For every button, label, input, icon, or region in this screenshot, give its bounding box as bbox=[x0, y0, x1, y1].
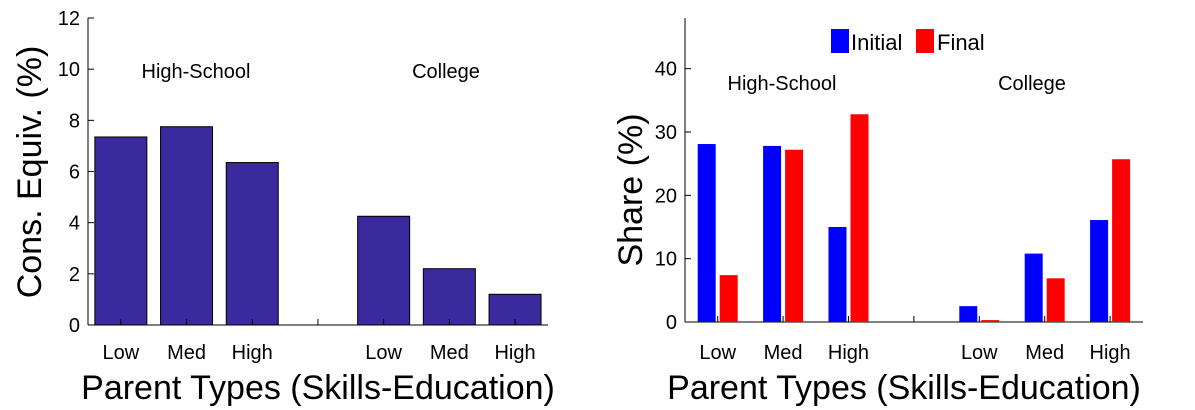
x-tick-label: High bbox=[232, 342, 273, 364]
bar-initial bbox=[697, 144, 716, 322]
y-tick-label: 40 bbox=[655, 59, 677, 81]
bar-initial bbox=[1024, 253, 1043, 322]
bars bbox=[94, 126, 542, 326]
x-tick-label: Med bbox=[764, 342, 803, 364]
x-tick-label: High bbox=[494, 342, 535, 364]
legend-swatch-final bbox=[916, 29, 934, 53]
chart-share: 0 10 20 30 40 Low Med High Low Med High High-Scho… bbox=[612, 18, 1143, 407]
group-label-high-school: High-School bbox=[728, 73, 837, 95]
bar-final bbox=[981, 320, 1000, 322]
y-tick-label: 30 bbox=[655, 122, 677, 144]
bar-initial bbox=[1090, 220, 1109, 322]
bar bbox=[225, 162, 279, 326]
x-tick-label: Low bbox=[699, 342, 736, 364]
x-axis-label: Parent Types (Skills-Education) bbox=[81, 369, 555, 407]
bar-final bbox=[785, 149, 804, 322]
bar-final bbox=[1046, 278, 1065, 322]
y-tick-label: 0 bbox=[69, 315, 80, 337]
x-tick-label: High bbox=[828, 342, 869, 364]
bar-initial bbox=[763, 145, 782, 322]
y-axis-label: Cons. Equiv. (%) bbox=[11, 46, 49, 299]
y-tick-label: 20 bbox=[655, 185, 677, 207]
bar-final bbox=[719, 275, 738, 322]
group-label-college: College bbox=[412, 61, 480, 83]
bar bbox=[94, 136, 148, 326]
x-ticks: Low Med High Low Med High bbox=[102, 319, 536, 364]
x-tick-label: High bbox=[1090, 342, 1131, 364]
bar-initial bbox=[959, 306, 978, 322]
legend-label-initial: Initial bbox=[851, 30, 902, 55]
bar bbox=[357, 215, 411, 326]
legend: Initial Final bbox=[831, 29, 985, 55]
y-tick-label: 8 bbox=[69, 110, 80, 132]
bar-initial bbox=[828, 227, 847, 322]
x-tick-label: Med bbox=[1025, 342, 1064, 364]
bar bbox=[422, 268, 476, 326]
group-label-college: College bbox=[998, 73, 1066, 95]
y-tick-label: 6 bbox=[69, 162, 80, 184]
legend-swatch-initial bbox=[831, 29, 849, 53]
x-tick-label: Low bbox=[102, 342, 139, 364]
chart-consumption-equivalent: 0 2 4 6 8 10 12 Low Med High Low Med High High-Scho… bbox=[11, 8, 555, 407]
bar-final bbox=[850, 114, 869, 323]
x-axis-label: Parent Types (Skills-Education) bbox=[667, 369, 1141, 407]
y-tick-label: 10 bbox=[655, 249, 677, 271]
y-tick-label: 0 bbox=[666, 312, 677, 334]
y-ticks: 0 2 4 6 8 10 12 bbox=[58, 8, 94, 337]
y-ticks: 0 10 20 30 40 bbox=[655, 59, 691, 334]
x-ticks: Low Med High Low Med High bbox=[699, 316, 1131, 364]
bar-final bbox=[1112, 159, 1131, 322]
legend-label-final: Final bbox=[937, 30, 985, 55]
bar bbox=[160, 126, 214, 326]
y-tick-label: 4 bbox=[69, 213, 80, 235]
y-axis-label: Share (%) bbox=[612, 113, 650, 266]
x-tick-label: Low bbox=[961, 342, 998, 364]
y-tick-label: 12 bbox=[58, 8, 80, 30]
x-tick-label: Med bbox=[167, 342, 206, 364]
x-tick-label: Med bbox=[430, 342, 469, 364]
group-label-high-school: High-School bbox=[142, 61, 251, 83]
y-tick-label: 10 bbox=[58, 59, 80, 81]
bars bbox=[697, 114, 1131, 323]
y-tick-label: 2 bbox=[69, 264, 80, 286]
x-tick-label: Low bbox=[365, 342, 402, 364]
